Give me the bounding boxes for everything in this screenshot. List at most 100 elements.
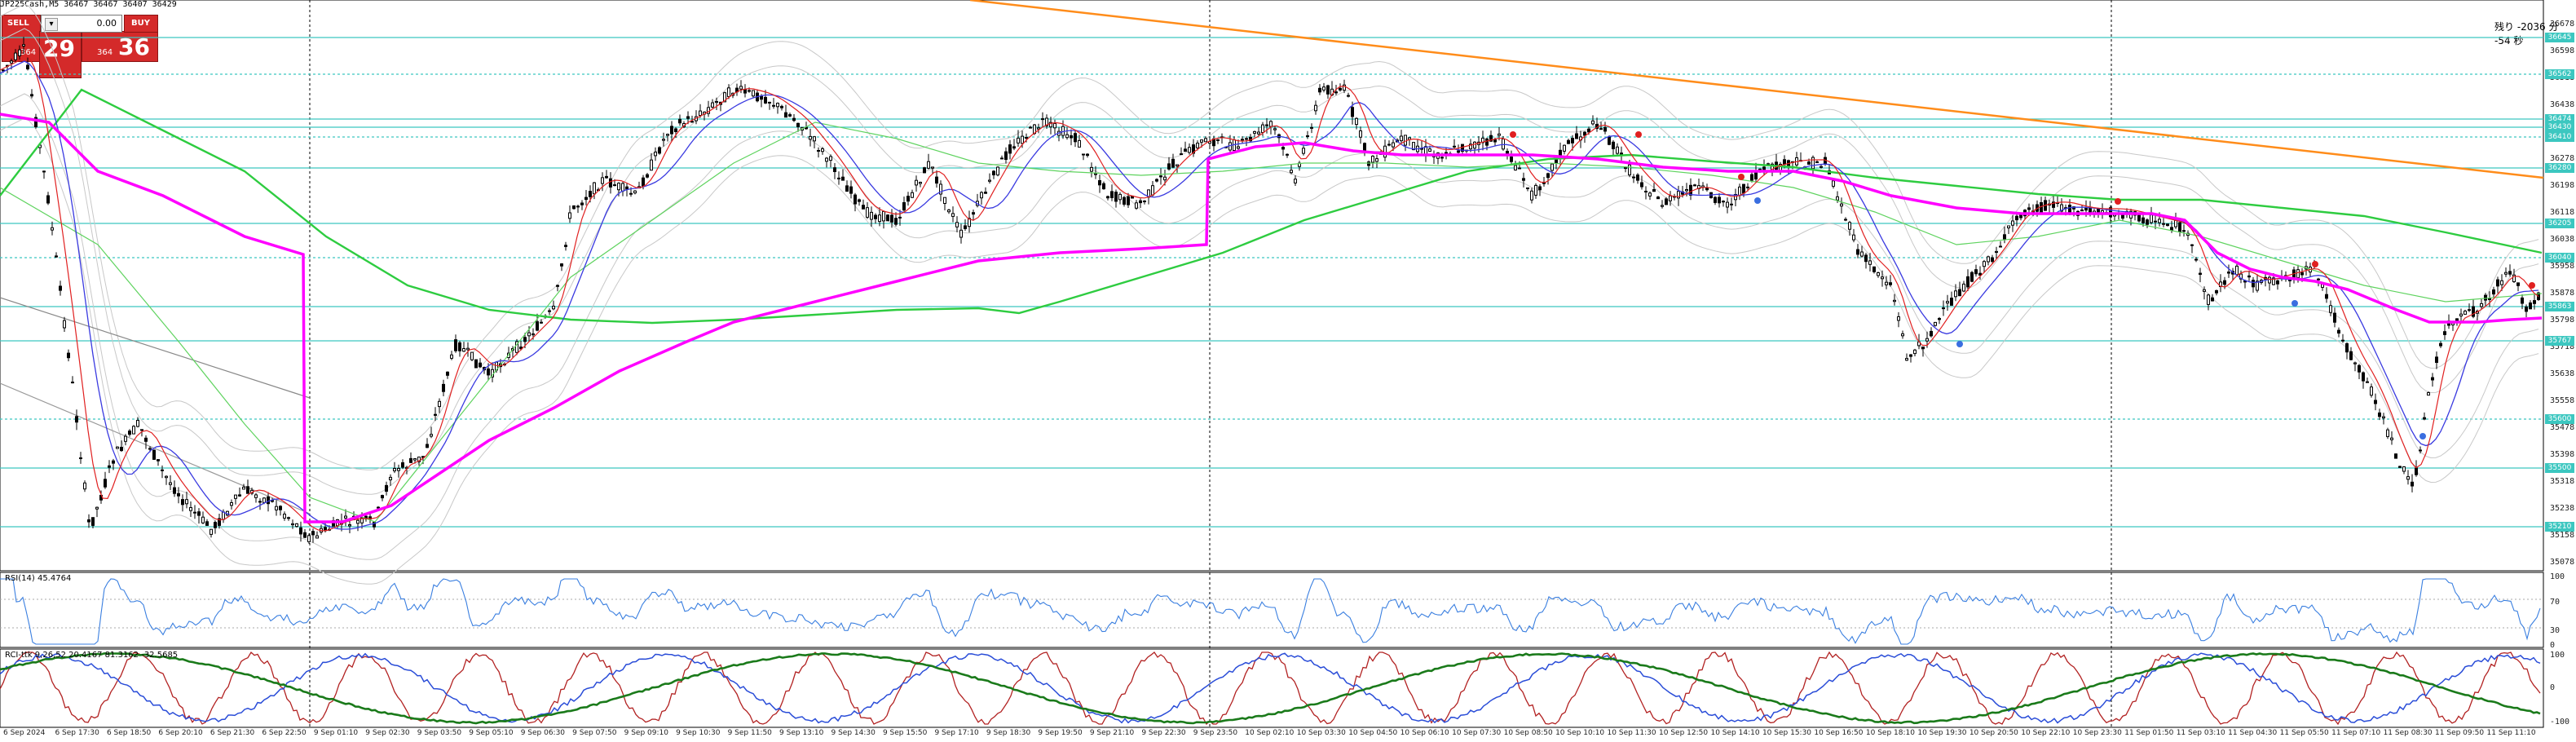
candle-body — [1025, 137, 1028, 139]
candle-body — [2370, 386, 2373, 396]
candle-body — [1718, 197, 1721, 204]
candle-body — [185, 499, 188, 505]
time-tick-label: 9 Sep 07:50 — [572, 729, 617, 737]
candle-body — [2353, 362, 2357, 364]
candle-body — [1257, 131, 1260, 135]
rci-tick-label: -100 — [2550, 718, 2570, 727]
time-tick-label: 9 Sep 15:50 — [882, 729, 928, 737]
candle-body — [584, 197, 588, 201]
candle-body — [262, 497, 266, 503]
candle-body — [2386, 429, 2389, 437]
candle-body — [1742, 183, 1745, 194]
candle-body — [642, 177, 645, 187]
candle-body — [1192, 144, 1195, 154]
candle-body — [1180, 153, 1183, 156]
candle-body — [1693, 184, 1696, 187]
lot-decrease-button[interactable]: ▾ — [45, 18, 58, 31]
candle-body — [148, 448, 152, 450]
time-tick-label: 10 Sep 14:10 — [1710, 729, 1760, 737]
price-tick-label: 36678 — [2550, 20, 2575, 29]
candle-body — [2239, 273, 2243, 280]
candle-body — [132, 426, 135, 435]
candle-body — [1901, 333, 1904, 337]
time-tick-label: 9 Sep 14:30 — [831, 729, 876, 737]
horizontal-levels — [0, 37, 2543, 528]
candle-body — [242, 486, 245, 490]
candle-body — [1281, 147, 1285, 150]
candle-body — [2227, 272, 2230, 274]
candle-body — [1889, 282, 1892, 285]
rsi-levels — [0, 598, 2543, 629]
rci-pane-border — [0, 648, 2544, 728]
lot-value: 0.00 — [96, 18, 117, 29]
candle-body — [1995, 250, 1998, 253]
time-tick-label: 9 Sep 17:10 — [934, 729, 979, 737]
candle-body — [152, 449, 156, 460]
candle-body — [1974, 269, 1978, 275]
candle-body — [959, 229, 963, 238]
time-tick-label: 11 Sep 03:10 — [2176, 729, 2225, 737]
candle-body — [862, 205, 865, 210]
candle-body — [1326, 85, 1330, 95]
price-tick-label: 35958 — [2550, 262, 2575, 271]
candle-body — [902, 202, 906, 211]
candle-body — [1343, 84, 1346, 91]
lot-input[interactable]: ▾ 0.00 — [41, 15, 122, 33]
candle-body — [458, 342, 461, 351]
time-tick-label: 11 Sep 04:30 — [2228, 729, 2278, 737]
buy-button[interactable]: BUY — [124, 15, 158, 33]
candle-body — [1603, 127, 1607, 132]
time-tick-label: 6 Sep 18:50 — [106, 729, 152, 737]
candle-body — [2435, 356, 2438, 363]
candle-body — [2146, 219, 2149, 225]
candle-body — [214, 522, 217, 528]
candle-body — [1840, 203, 1843, 207]
candle-body — [1746, 186, 1749, 188]
candle-body — [2423, 417, 2426, 420]
candle-body — [283, 514, 286, 519]
candle-body — [1163, 176, 1167, 181]
candle-body — [1950, 298, 1953, 306]
candle-body — [1897, 316, 1900, 321]
candle-body — [858, 199, 861, 202]
candle-body — [2317, 278, 2320, 280]
candle-body — [1008, 144, 1012, 154]
candle-body — [1070, 135, 1073, 139]
candle-body — [1086, 153, 1089, 157]
candle-body — [1640, 182, 1643, 188]
candle-body — [22, 44, 25, 47]
candle-body — [55, 255, 58, 258]
time-tick-label: 9 Sep 11:50 — [727, 729, 772, 737]
blue-moving-average — [0, 60, 2539, 530]
candle-body — [2211, 297, 2214, 302]
price-tick-label: 35078 — [2550, 558, 2575, 567]
time-tick-label: 9 Sep 13:10 — [779, 729, 824, 737]
candle-body — [540, 321, 543, 324]
candle-body — [1510, 157, 1513, 162]
sell-signal-dot — [1738, 174, 1745, 180]
candle-body — [426, 444, 429, 448]
candle-body — [267, 496, 270, 505]
candle-body — [1045, 117, 1048, 126]
candle-body — [315, 535, 319, 539]
candle-body — [1624, 167, 1627, 170]
time-tick-label: 10 Sep 18:10 — [1865, 729, 1915, 737]
candle-body — [1453, 145, 1456, 148]
price-level-tag: 35767 — [2545, 336, 2574, 346]
candle-body — [1954, 290, 1957, 298]
sell-signal-dot — [2115, 198, 2121, 205]
candle-body — [2060, 204, 2063, 212]
candle-body — [1184, 148, 1187, 152]
candle-body — [1844, 219, 1847, 221]
candle-body — [2182, 230, 2186, 232]
time-tick-label: 10 Sep 20:50 — [1969, 729, 2018, 737]
candle-body — [1082, 153, 1085, 156]
candle-body — [2496, 279, 2499, 287]
time-tick-label: 11 Sep 08:30 — [2383, 729, 2433, 737]
candle-body — [760, 95, 763, 100]
candle-body — [2207, 294, 2210, 305]
candle-body — [1934, 321, 1937, 326]
candle-body — [1991, 257, 1994, 263]
candle-body — [1188, 147, 1191, 153]
